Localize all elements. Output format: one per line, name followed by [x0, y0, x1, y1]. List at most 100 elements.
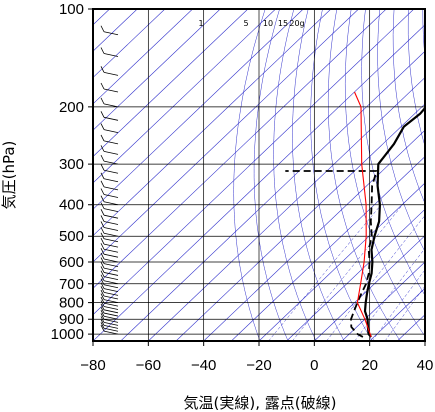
wind-barb-flag [100, 252, 105, 260]
wind-barb [103, 312, 119, 317]
y-tick-label: 700 [59, 276, 84, 293]
wind-barb [103, 53, 119, 57]
wind-barb [103, 309, 119, 314]
dry-adiabat-line [253, 9, 289, 341]
wind-barb-flag [100, 300, 105, 307]
wind-barb [103, 150, 119, 155]
mixing-ratio-line [354, 247, 425, 341]
x-tick-label: 40 [417, 357, 434, 374]
x-tick-label: 0 [310, 357, 318, 374]
wind-barb [103, 267, 119, 272]
wind-barb [103, 315, 119, 320]
wind-barb [103, 227, 119, 231]
wind-barb-flag [100, 293, 105, 300]
wind-barb-flag [100, 134, 105, 142]
isotherm-line [148, 77, 425, 341]
wind-barb [103, 324, 119, 329]
isotherm-line [93, 9, 387, 289]
wind-barb [103, 327, 119, 332]
wind-barb [103, 71, 119, 76]
mixing-ratio-labels: 1 5 10 15 20g [198, 19, 304, 28]
isotherm-line [93, 9, 332, 237]
parcel-line [353, 91, 372, 338]
x-axis-ticks: −80 −60 −40 −20 0 20 40 [80, 341, 433, 374]
wind-barb-flag [100, 111, 105, 118]
wind-barb [103, 291, 119, 296]
wind-barb-flag [100, 316, 105, 323]
isotherm-line [93, 9, 249, 157]
y-tick-label: 500 [59, 228, 84, 245]
wind-barb-flag [100, 209, 105, 216]
isotherm-line [93, 9, 166, 78]
wind-barb-flag [100, 202, 105, 209]
wind-barb-flag [100, 66, 105, 73]
wind-barb-flag [100, 261, 105, 269]
mixing-ratio-label: 20g [289, 19, 304, 28]
wind-barb [103, 276, 119, 281]
isotherm-line [286, 208, 425, 341]
isotherm-line [314, 235, 425, 341]
mixing-ratio-line [371, 269, 425, 341]
isotherm-line [231, 156, 425, 341]
isotherm-line [120, 50, 425, 341]
mixing-ratio-label: 5 [243, 19, 248, 28]
y-tick-label: 200 [59, 99, 84, 116]
x-tick-label: −40 [191, 357, 216, 374]
wind-barb-flag [100, 266, 105, 273]
mixing-ratio-line [384, 285, 425, 341]
wind-barb-flag [100, 278, 105, 285]
y-axis-title: 気圧(hPa) [0, 141, 18, 210]
wind-barb-flag [100, 286, 105, 293]
wind-barb-flag [100, 248, 105, 255]
wind-barb [103, 208, 119, 213]
isotherm-line [424, 340, 425, 341]
wind-barb-flag [100, 221, 105, 228]
wind-barb-flag [100, 282, 105, 289]
dewpoint-line [285, 170, 378, 338]
y-tick-label: 1000 [51, 326, 84, 343]
wind-barb-flag [100, 145, 105, 152]
wind-barb [103, 284, 119, 289]
wind-barb-flag [100, 180, 105, 188]
wind-barb-flag [100, 195, 105, 202]
y-tick-label: 900 [59, 311, 84, 328]
isotherm-line [93, 9, 221, 131]
wind-barb-flag [100, 303, 105, 310]
wind-barb [103, 214, 119, 219]
isotherm-line [93, 9, 276, 184]
dry-adiabat-line [361, 9, 425, 296]
wind-barb [103, 116, 119, 121]
wind-barb [103, 169, 119, 174]
wind-barbs [100, 25, 119, 335]
wind-barb-flag [100, 322, 105, 329]
y-tick-label: 400 [59, 197, 84, 214]
isotherm-line [93, 9, 359, 263]
wind-barb [103, 263, 119, 268]
wind-barb [103, 306, 119, 310]
isotherm-line [93, 24, 425, 341]
isotherm-line [93, 9, 193, 105]
wind-barb [103, 31, 119, 36]
wind-barb-flag [100, 227, 105, 234]
dry-adiabat-line [344, 9, 425, 337]
y-tick-label: 800 [59, 295, 84, 312]
isotherm-line [341, 261, 425, 341]
x-tick-label: −80 [80, 357, 105, 374]
wind-barb [103, 129, 119, 134]
wind-barb [103, 258, 119, 263]
wind-barb-flag [100, 123, 105, 130]
isotherm-line [258, 182, 425, 341]
wind-barb [103, 160, 119, 165]
wind-barb-flag [100, 215, 105, 222]
wind-barb [103, 186, 119, 191]
wind-barb-flag [100, 243, 105, 250]
wind-barb-flag [100, 97, 105, 105]
wind-barb [103, 194, 119, 198]
wind-barb-flag [100, 306, 105, 314]
isotherm-line [93, 9, 415, 316]
dry-adiabat-line [273, 9, 317, 341]
wind-barb [103, 221, 119, 225]
wind-barb-flag [100, 25, 105, 32]
wind-barb-flag [100, 164, 105, 171]
